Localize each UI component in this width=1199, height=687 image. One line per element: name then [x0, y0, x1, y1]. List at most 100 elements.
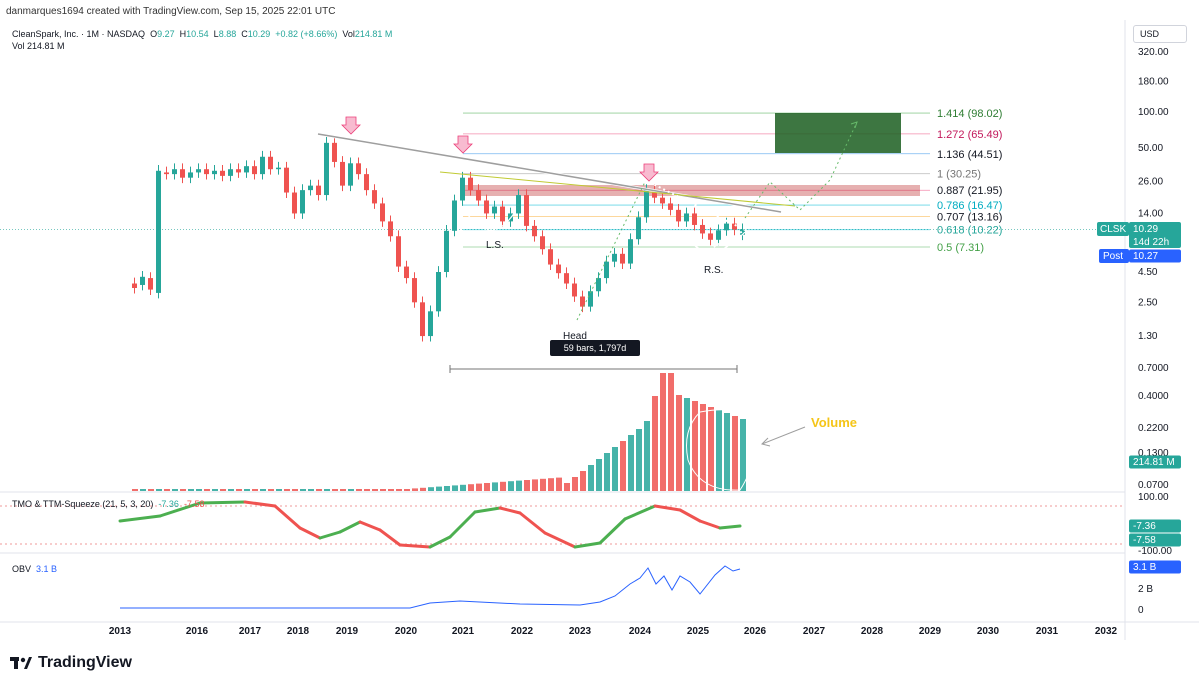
volume-bar[interactable] [652, 396, 658, 491]
candle[interactable] [356, 163, 361, 175]
candle[interactable] [652, 190, 657, 198]
volume-bar[interactable] [580, 471, 586, 491]
volume-bar[interactable] [492, 482, 498, 491]
candle[interactable] [276, 167, 281, 170]
candle[interactable] [348, 163, 353, 186]
candle[interactable] [172, 169, 177, 175]
volume-bar[interactable] [420, 487, 426, 491]
volume-bar[interactable] [212, 489, 218, 491]
volume-bar[interactable] [300, 489, 306, 491]
candle[interactable] [716, 230, 721, 240]
currency-selector[interactable]: USD [1133, 25, 1187, 43]
target-zone[interactable] [775, 113, 901, 153]
left-shoulder-arc[interactable] [462, 207, 516, 231]
candle[interactable] [364, 174, 369, 191]
candle[interactable] [196, 169, 201, 173]
volume-bar[interactable] [140, 489, 146, 491]
volume-bar[interactable] [244, 489, 250, 491]
candle[interactable] [580, 296, 585, 307]
volume-bar[interactable] [668, 373, 674, 491]
volume-bar[interactable] [636, 429, 642, 491]
volume-bar[interactable] [292, 489, 298, 491]
candle[interactable] [388, 221, 393, 237]
volume-bar[interactable] [268, 489, 274, 491]
volume-bar[interactable] [396, 489, 402, 491]
candle[interactable] [372, 190, 377, 204]
volume-bar[interactable] [604, 453, 610, 491]
volume-bar[interactable] [412, 488, 418, 491]
volume-bar[interactable] [228, 489, 234, 491]
candle[interactable] [404, 266, 409, 279]
candle[interactable] [676, 209, 681, 222]
candle[interactable] [332, 142, 337, 162]
candle[interactable] [540, 236, 545, 250]
volume-bar[interactable] [524, 480, 530, 491]
candle[interactable] [660, 197, 665, 204]
candle[interactable] [412, 278, 417, 303]
volume-bar[interactable] [612, 447, 618, 491]
brand-logo[interactable]: TradingView [10, 654, 132, 672]
candle[interactable] [212, 170, 217, 175]
volume-bar[interactable] [564, 483, 570, 491]
volume-bar[interactable] [204, 489, 210, 491]
volume-bar[interactable] [236, 489, 242, 491]
neckline-trendline[interactable] [317, 133, 782, 213]
head-arc[interactable] [544, 299, 606, 326]
volume-bar[interactable] [132, 489, 138, 491]
candle[interactable] [588, 291, 593, 307]
candle[interactable] [692, 213, 697, 225]
volume-bar[interactable] [196, 489, 202, 491]
candle[interactable] [220, 170, 225, 176]
volume-bar[interactable] [388, 489, 394, 491]
candle[interactable] [436, 272, 441, 312]
volume-bar[interactable] [284, 489, 290, 491]
candle[interactable] [732, 223, 737, 230]
candlestick-series[interactable] [132, 137, 745, 342]
volume-bar[interactable] [692, 401, 698, 491]
candle[interactable] [724, 223, 729, 231]
candle[interactable] [340, 161, 345, 186]
volume-bar[interactable] [148, 489, 154, 491]
candle[interactable] [252, 166, 257, 175]
volume-bar[interactable] [452, 485, 458, 491]
candle[interactable] [316, 185, 321, 196]
tmo-series[interactable] [118, 500, 742, 549]
volume-bar[interactable] [364, 489, 370, 491]
candle[interactable] [636, 217, 641, 240]
candle[interactable] [564, 273, 569, 284]
candle[interactable] [620, 253, 625, 264]
volume-bar[interactable] [548, 478, 554, 491]
candle[interactable] [556, 264, 561, 274]
candle[interactable] [484, 200, 489, 214]
candle[interactable] [156, 170, 161, 293]
candle[interactable] [308, 185, 313, 191]
volume-bar[interactable] [596, 459, 602, 491]
candle[interactable] [140, 276, 145, 285]
volume-bar[interactable] [372, 489, 378, 491]
volume-bar[interactable] [676, 395, 682, 491]
candle[interactable] [644, 190, 649, 218]
candle[interactable] [532, 225, 537, 237]
volume-bar[interactable] [428, 487, 434, 491]
candle[interactable] [708, 233, 713, 240]
candle[interactable] [132, 283, 137, 289]
volume-bar[interactable] [444, 486, 450, 491]
volume-bar[interactable] [620, 441, 626, 491]
volume-bar[interactable] [628, 435, 634, 491]
volume-bar[interactable] [732, 416, 738, 491]
projection-leg[interactable] [576, 181, 646, 321]
candle[interactable] [324, 142, 329, 196]
volume-bar[interactable] [460, 484, 466, 491]
candle[interactable] [524, 195, 529, 226]
candle[interactable] [516, 195, 521, 214]
volume-bar[interactable] [724, 413, 730, 491]
volume-bar[interactable] [316, 489, 322, 491]
candle[interactable] [260, 156, 265, 175]
candle[interactable] [268, 156, 273, 170]
volume-bar[interactable] [532, 479, 538, 491]
right-shoulder-arc[interactable] [679, 231, 746, 252]
volume-bar[interactable] [340, 489, 346, 491]
price-axis[interactable]: 320.00 180.00 100.00 50.00 26.00 14.00 4.50 2.5… [0, 47, 1181, 616]
volume-bar[interactable] [740, 419, 746, 491]
candle[interactable] [244, 166, 249, 173]
